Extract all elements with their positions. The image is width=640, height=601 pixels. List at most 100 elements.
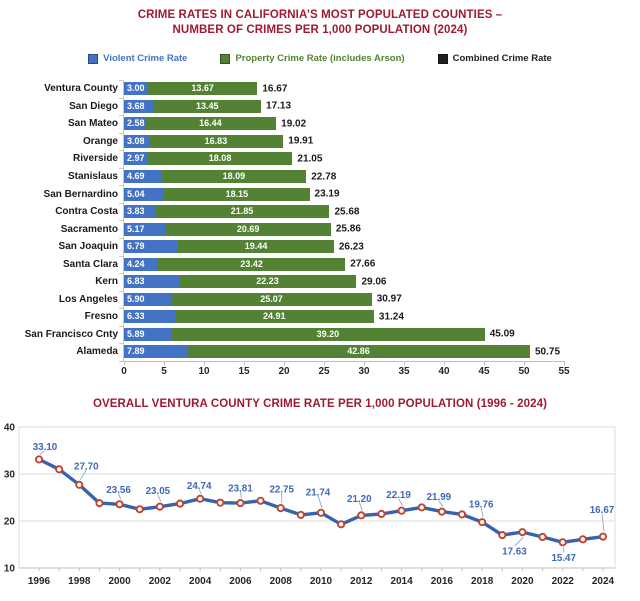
bar-row: San Bernardino 5.04 18.15 23.19 (0, 185, 640, 203)
data-point-marker (135, 505, 144, 514)
x-axis-tick-label: 50 (518, 365, 530, 377)
combined-total-label: 25.68 (334, 206, 360, 218)
data-point-marker (256, 496, 265, 505)
data-point-marker (598, 532, 608, 541)
bar-track: 3.00 13.67 16.67 (124, 82, 584, 96)
category-tick (119, 308, 124, 310)
bar-row: Santa Clara 4.24 23.42 27.66 (0, 255, 640, 273)
data-point-marker (95, 499, 104, 508)
county-label: Sacramento (60, 223, 118, 235)
x-axis-tick-label: 2004 (189, 576, 212, 587)
x-axis-tick (164, 360, 165, 365)
county-label: Contra Costa (55, 206, 118, 218)
bar-track: 2.97 18.08 21.05 (124, 152, 584, 166)
property-bar-segment: 16.83 (148, 134, 284, 148)
data-point-value-label: 33.10 (33, 442, 58, 453)
category-tick (119, 185, 124, 187)
data-point-marker (155, 502, 164, 511)
data-point-marker (55, 465, 64, 474)
data-point-marker (538, 532, 547, 542)
property-value-label: 39.20 (316, 328, 340, 339)
violent-value-label: 6.33 (127, 311, 145, 322)
data-point-marker (397, 506, 406, 515)
violent-bar-segment: 6.33 (124, 310, 175, 324)
bar-row: Stanislaus 4.69 18.09 22.78 (0, 168, 640, 186)
property-bar-segment: 20.69 (165, 222, 331, 236)
data-label-leader-line (198, 489, 202, 494)
combined-total-label: 19.02 (281, 118, 307, 130)
violent-value-label: 5.90 (127, 293, 145, 304)
property-bar-segment: 39.20 (171, 327, 485, 341)
data-point-marker (115, 500, 124, 509)
category-tick (119, 220, 124, 222)
county-label: Ventura County (44, 83, 118, 95)
property-bar-segment: 18.08 (147, 152, 293, 166)
violent-bar-segment: 5.89 (124, 327, 172, 341)
category-tick (119, 325, 124, 327)
combined-total-label: 31.24 (378, 311, 404, 323)
data-label-leader-line (39, 450, 46, 455)
property-bar-segment: 19.44 (178, 240, 334, 254)
bar-track: 5.17 20.69 25.86 (124, 222, 584, 236)
county-label: San Joaquin (58, 241, 118, 253)
violent-value-label: 3.83 (127, 206, 145, 217)
x-axis-tick-label: 0 (121, 365, 127, 377)
property-bar-segment: 16.44 (144, 117, 277, 131)
data-label-leader-line (358, 502, 363, 511)
data-label-leader-line (480, 508, 484, 518)
x-axis-tick-label: 2010 (310, 576, 333, 587)
bar-track: 4.69 18.09 22.78 (124, 170, 584, 183)
data-label-leader-line (118, 493, 121, 500)
x-axis-tick-label: 2016 (431, 576, 454, 587)
x-axis-tick-label: 2024 (592, 576, 615, 587)
data-point-value-label: 21.99 (427, 492, 452, 503)
data-point-value-label: 21.74 (306, 487, 331, 498)
data-point-value-label: 15.47 (551, 553, 576, 564)
bar-row: San Francisco Cnty 5.89 39.20 45.09 (0, 326, 640, 344)
data-point-value-label: 24.74 (187, 481, 212, 492)
property-bar-segment: 13.45 (153, 99, 262, 113)
property-bar-segment: 13.67 (148, 82, 258, 96)
violent-bar-segment: 3.08 (124, 134, 149, 148)
violent-value-label: 6.79 (127, 241, 145, 252)
bar-track: 5.04 18.15 23.19 (124, 187, 584, 201)
data-point-marker (417, 503, 426, 512)
crime-rate-line (37, 457, 605, 544)
bar-track: 2.58 16.44 19.02 (124, 117, 584, 131)
property-value-label: 19.44 (244, 241, 268, 252)
data-point-marker (316, 508, 326, 517)
data-point-value-label: 23.81 (228, 484, 253, 495)
data-point-marker (216, 498, 225, 507)
x-axis-tick-label: 40 (438, 365, 450, 377)
county-label: Stanislaus (67, 171, 118, 182)
data-point-value-label: 19.76 (469, 500, 494, 511)
combined-total-label: 22.78 (311, 171, 337, 182)
category-tick (119, 80, 124, 81)
bar-chart-title-line1: CRIME RATES IN CALIFORNIA’S MOST POPULAT… (137, 9, 503, 21)
violent-bar-segment: 5.04 (124, 187, 165, 201)
property-legend-swatch-icon (220, 53, 231, 64)
x-axis-tick (404, 360, 405, 365)
bar-row: Sacramento 5.17 20.69 25.86 (0, 220, 640, 238)
x-axis-tick (284, 360, 285, 365)
bar-track: 5.90 25.07 30.97 (124, 292, 584, 306)
bar-track: 3.83 21.85 25.68 (124, 205, 584, 219)
violent-bar-segment: 2.58 (124, 117, 145, 131)
category-tick (119, 290, 124, 292)
data-label-leader-line (157, 494, 162, 502)
data-point-marker (196, 494, 205, 503)
x-axis-tick-label: 2022 (552, 576, 575, 587)
x-axis-tick-label: 30 (358, 365, 370, 377)
x-axis-tick-label: 2008 (270, 576, 293, 587)
data-point-marker (437, 507, 446, 516)
x-axis-tick (564, 360, 565, 365)
x-axis-tick (444, 360, 445, 365)
x-axis-tick-label: 55 (558, 365, 570, 377)
x-axis-tick-label: 5 (161, 365, 167, 377)
x-axis-tick-label: 2020 (511, 576, 534, 587)
property-bar-segment: 24.91 (174, 310, 374, 324)
bar-chart-plot-area: Ventura County 3.00 13.67 16.67 San Diego 3.6… (0, 80, 640, 361)
combined-total-label: 27.66 (350, 258, 376, 270)
violent-value-label: 5.04 (127, 188, 145, 199)
bar-track: 7.89 42.86 50.75 (124, 345, 584, 359)
